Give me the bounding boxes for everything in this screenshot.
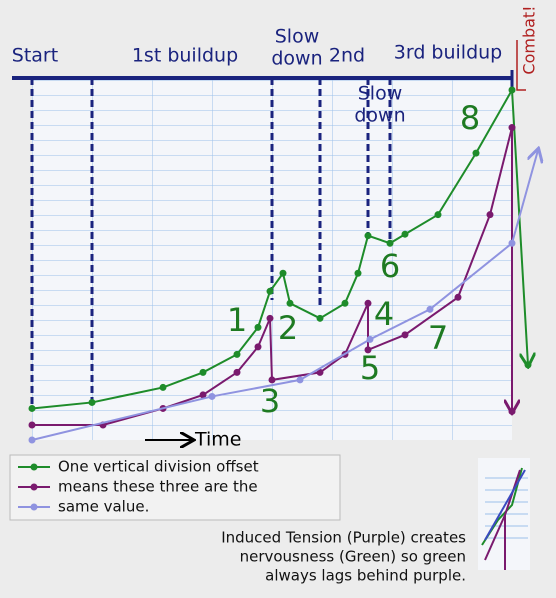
legend-marker (30, 503, 38, 511)
data-point (199, 368, 207, 376)
annotation: 8 (460, 99, 480, 137)
data-point (28, 436, 36, 444)
data-point (426, 305, 434, 313)
data-point (364, 232, 372, 240)
legend-label: same value. (58, 498, 149, 516)
data-point (266, 287, 274, 295)
phase-label: 1st buildup (132, 45, 238, 67)
annotation: 5 (360, 349, 380, 387)
data-point (254, 343, 262, 351)
phase-label: Start (12, 45, 58, 67)
data-point (316, 314, 324, 322)
data-point (28, 404, 36, 412)
phase-label: down (271, 48, 322, 70)
data-point (508, 86, 516, 94)
data-point (208, 392, 216, 400)
data-point (454, 293, 462, 301)
note-line: always lags behind purple. (265, 567, 466, 585)
legend-label: means these three are the (58, 478, 258, 496)
data-point (401, 331, 409, 339)
legend-box (9, 454, 341, 521)
phase-dividers (30, 70, 514, 410)
annotation: 2 (278, 309, 298, 347)
legend-label: One vertical division offset (58, 458, 259, 476)
data-point (472, 149, 480, 157)
data-point (296, 376, 304, 384)
combat-bracket (516, 40, 526, 91)
data-point (401, 230, 409, 238)
data-point (354, 269, 362, 277)
annotation: 1 (227, 301, 247, 339)
legend-marker (30, 483, 38, 491)
legend-marker (30, 463, 38, 471)
phase-label: Combat! (520, 5, 539, 74)
phase-label: 3rd buildup (394, 42, 503, 64)
data-point (508, 124, 516, 132)
annotation: 6 (380, 247, 400, 285)
data-point (286, 299, 294, 307)
data-point (508, 239, 516, 247)
data-point (364, 299, 372, 307)
x-axis-label: Time (194, 429, 242, 451)
data-point (28, 421, 36, 429)
phase-label: 2nd (329, 45, 365, 67)
note-line: nervousness (Green) so green (240, 548, 466, 566)
data-point (266, 314, 274, 322)
inset-icon (478, 458, 530, 570)
phase-label: Slow (358, 83, 403, 105)
data-point (434, 211, 442, 219)
data-point (233, 350, 241, 358)
data-point (341, 299, 349, 307)
data-point (366, 335, 374, 343)
data-point (268, 376, 276, 384)
phase-label: down (354, 105, 405, 127)
note-line: Induced Tension (Purple) creates (221, 529, 466, 547)
data-point (386, 239, 394, 247)
data-point (279, 269, 287, 277)
annotation: 4 (374, 295, 394, 333)
annotation: 3 (260, 382, 280, 420)
data-point (159, 383, 167, 391)
data-point (199, 391, 207, 399)
data-point (88, 398, 96, 406)
phase-label: Slow (275, 26, 320, 48)
data-point (508, 407, 516, 415)
data-point (524, 361, 532, 369)
annotation: 7 (428, 319, 448, 357)
data-point (364, 346, 372, 354)
data-point (233, 368, 241, 376)
data-point (486, 211, 494, 219)
data-point (316, 368, 324, 376)
data-point (254, 323, 262, 331)
